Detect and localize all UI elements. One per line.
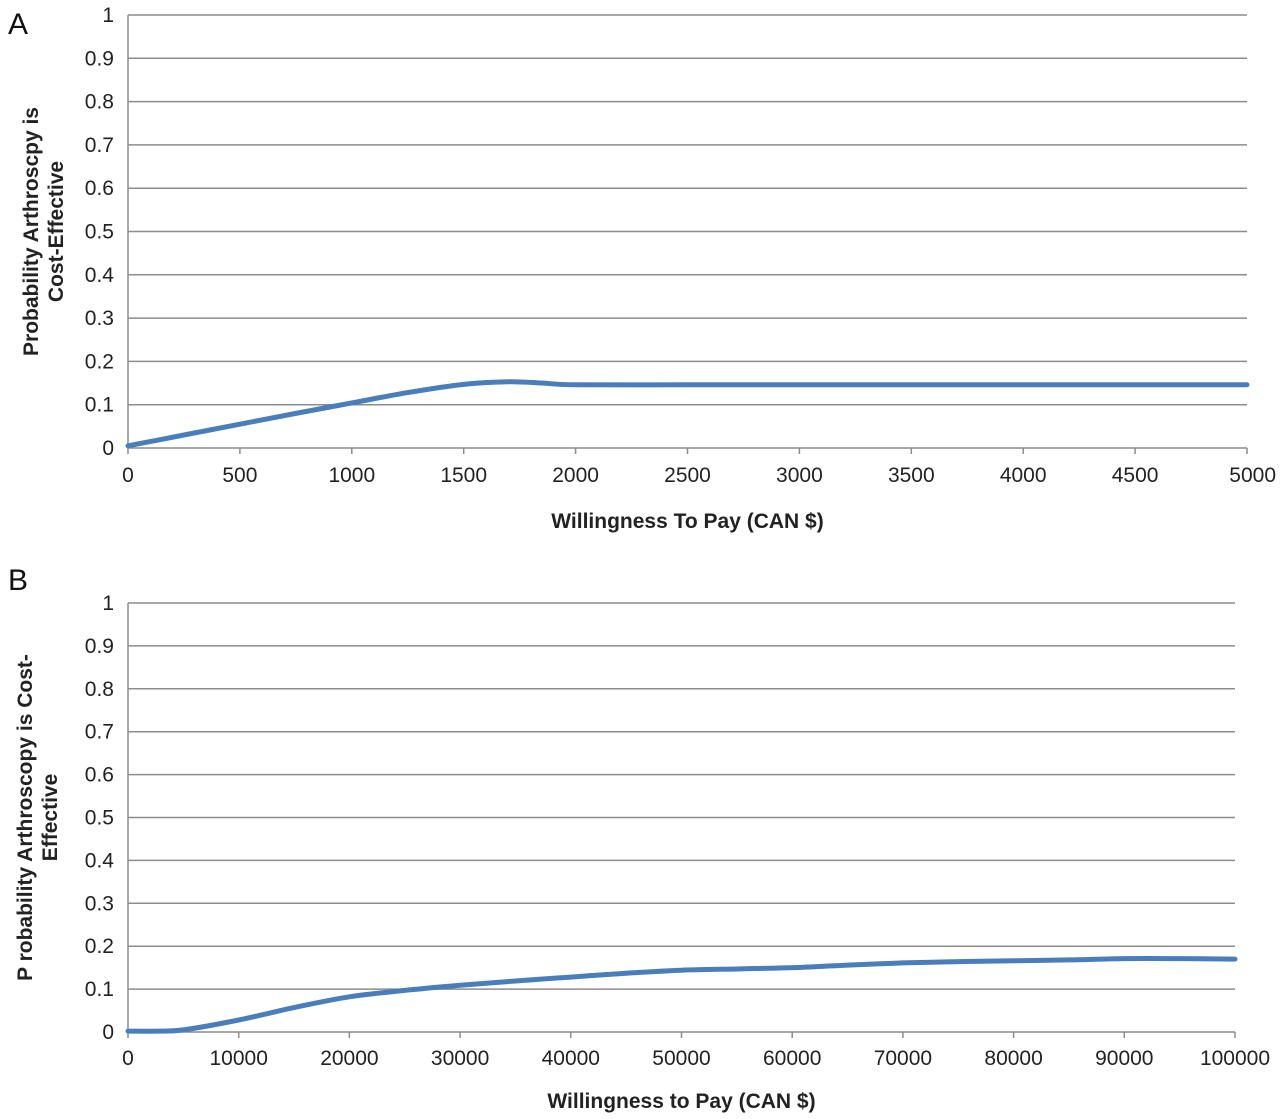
series-line <box>125 956 1238 1034</box>
x-tick-label: 30000 <box>431 1047 489 1070</box>
x-axis-title: Willingness to Pay (CAN $) <box>547 1090 815 1113</box>
x-tick-label: 70000 <box>874 1047 932 1070</box>
x-tick-label: 0 <box>122 1047 134 1070</box>
series-line <box>125 379 1250 449</box>
y-tick-label: 0.3 <box>85 307 114 330</box>
y-tick-label: 0 <box>102 1021 114 1044</box>
y-axis-title: P robability Arthroscopy is Cost- Effecti… <box>14 654 62 981</box>
y-tick-label: 0.1 <box>85 394 114 417</box>
y-tick-label: 0 <box>102 437 114 460</box>
y-tick-label: 0.9 <box>85 47 114 70</box>
y-axis-title-line: P robability Arthroscopy is Cost- <box>14 654 37 981</box>
y-tick-label: 0.5 <box>85 807 114 830</box>
x-tick-label: 40000 <box>542 1047 600 1070</box>
y-tick-label: 0.7 <box>85 134 114 157</box>
x-tick-label: 60000 <box>763 1047 821 1070</box>
y-tick-label: 0.6 <box>85 764 114 787</box>
y-tick-label: 0.5 <box>85 221 114 244</box>
x-tick-label: 500 <box>222 464 257 487</box>
chart-panel-a: A 0 0.1 0.2 0.3 0.4 0.5 0.6 0.7 0.8 0.9 1 0 500 1000 15… <box>8 4 1276 533</box>
y-tick-label: 1 <box>102 592 114 615</box>
y-tick-label: 0.9 <box>85 635 114 658</box>
x-tick-label: 2500 <box>664 464 711 487</box>
x-axis-title: Willingness To Pay (CAN $) <box>551 510 823 533</box>
y-axis-title-line: Cost-Effective <box>45 161 68 302</box>
y-tick-label: 0.8 <box>85 678 114 701</box>
x-tick-label: 3000 <box>776 464 823 487</box>
x-tick-label: 0 <box>122 464 134 487</box>
y-tick-label: 0.1 <box>85 978 114 1001</box>
x-tick-label: 4000 <box>1000 464 1047 487</box>
panel-label: B <box>8 564 28 597</box>
x-tick-label: 80000 <box>984 1047 1042 1070</box>
y-axis-title: Probability Arthroscpy is Cost-Effective <box>20 107 68 356</box>
x-tick-label: 1500 <box>440 464 487 487</box>
x-tick-label: 10000 <box>209 1047 267 1070</box>
x-tick-label: 1000 <box>328 464 375 487</box>
y-tick-label: 0.8 <box>85 91 114 114</box>
y-tick-label: 1 <box>102 4 114 27</box>
y-axis-title-line: Effective <box>39 774 62 862</box>
y-tick-label: 0.2 <box>85 350 114 373</box>
y-tick-label: 0.7 <box>85 721 114 744</box>
x-tick-label: 3500 <box>888 464 935 487</box>
x-tick-label: 20000 <box>320 1047 378 1070</box>
y-axis-title-line: Probability Arthroscpy is <box>20 107 43 356</box>
x-tick-label: 5000 <box>1229 464 1276 487</box>
chart-panel-b: B 0 0.1 0.2 0.3 0.4 0.5 0.6 0.7 0.8 0.9 1 0 10000 2000… <box>8 564 1270 1113</box>
x-tick-label: 4500 <box>1112 464 1159 487</box>
y-tick-label: 0.2 <box>85 935 114 958</box>
y-tick-label: 0.3 <box>85 892 114 915</box>
y-tick-label: 0.6 <box>85 177 114 200</box>
y-tick-label: 0.4 <box>85 849 115 872</box>
x-tick-label: 50000 <box>652 1047 710 1070</box>
x-tick-label: 100000 <box>1200 1047 1270 1070</box>
y-tick-label: 0.4 <box>85 264 115 287</box>
panel-label: A <box>8 8 28 41</box>
x-tick-label: 90000 <box>1095 1047 1153 1070</box>
x-tick-label: 2000 <box>552 464 599 487</box>
